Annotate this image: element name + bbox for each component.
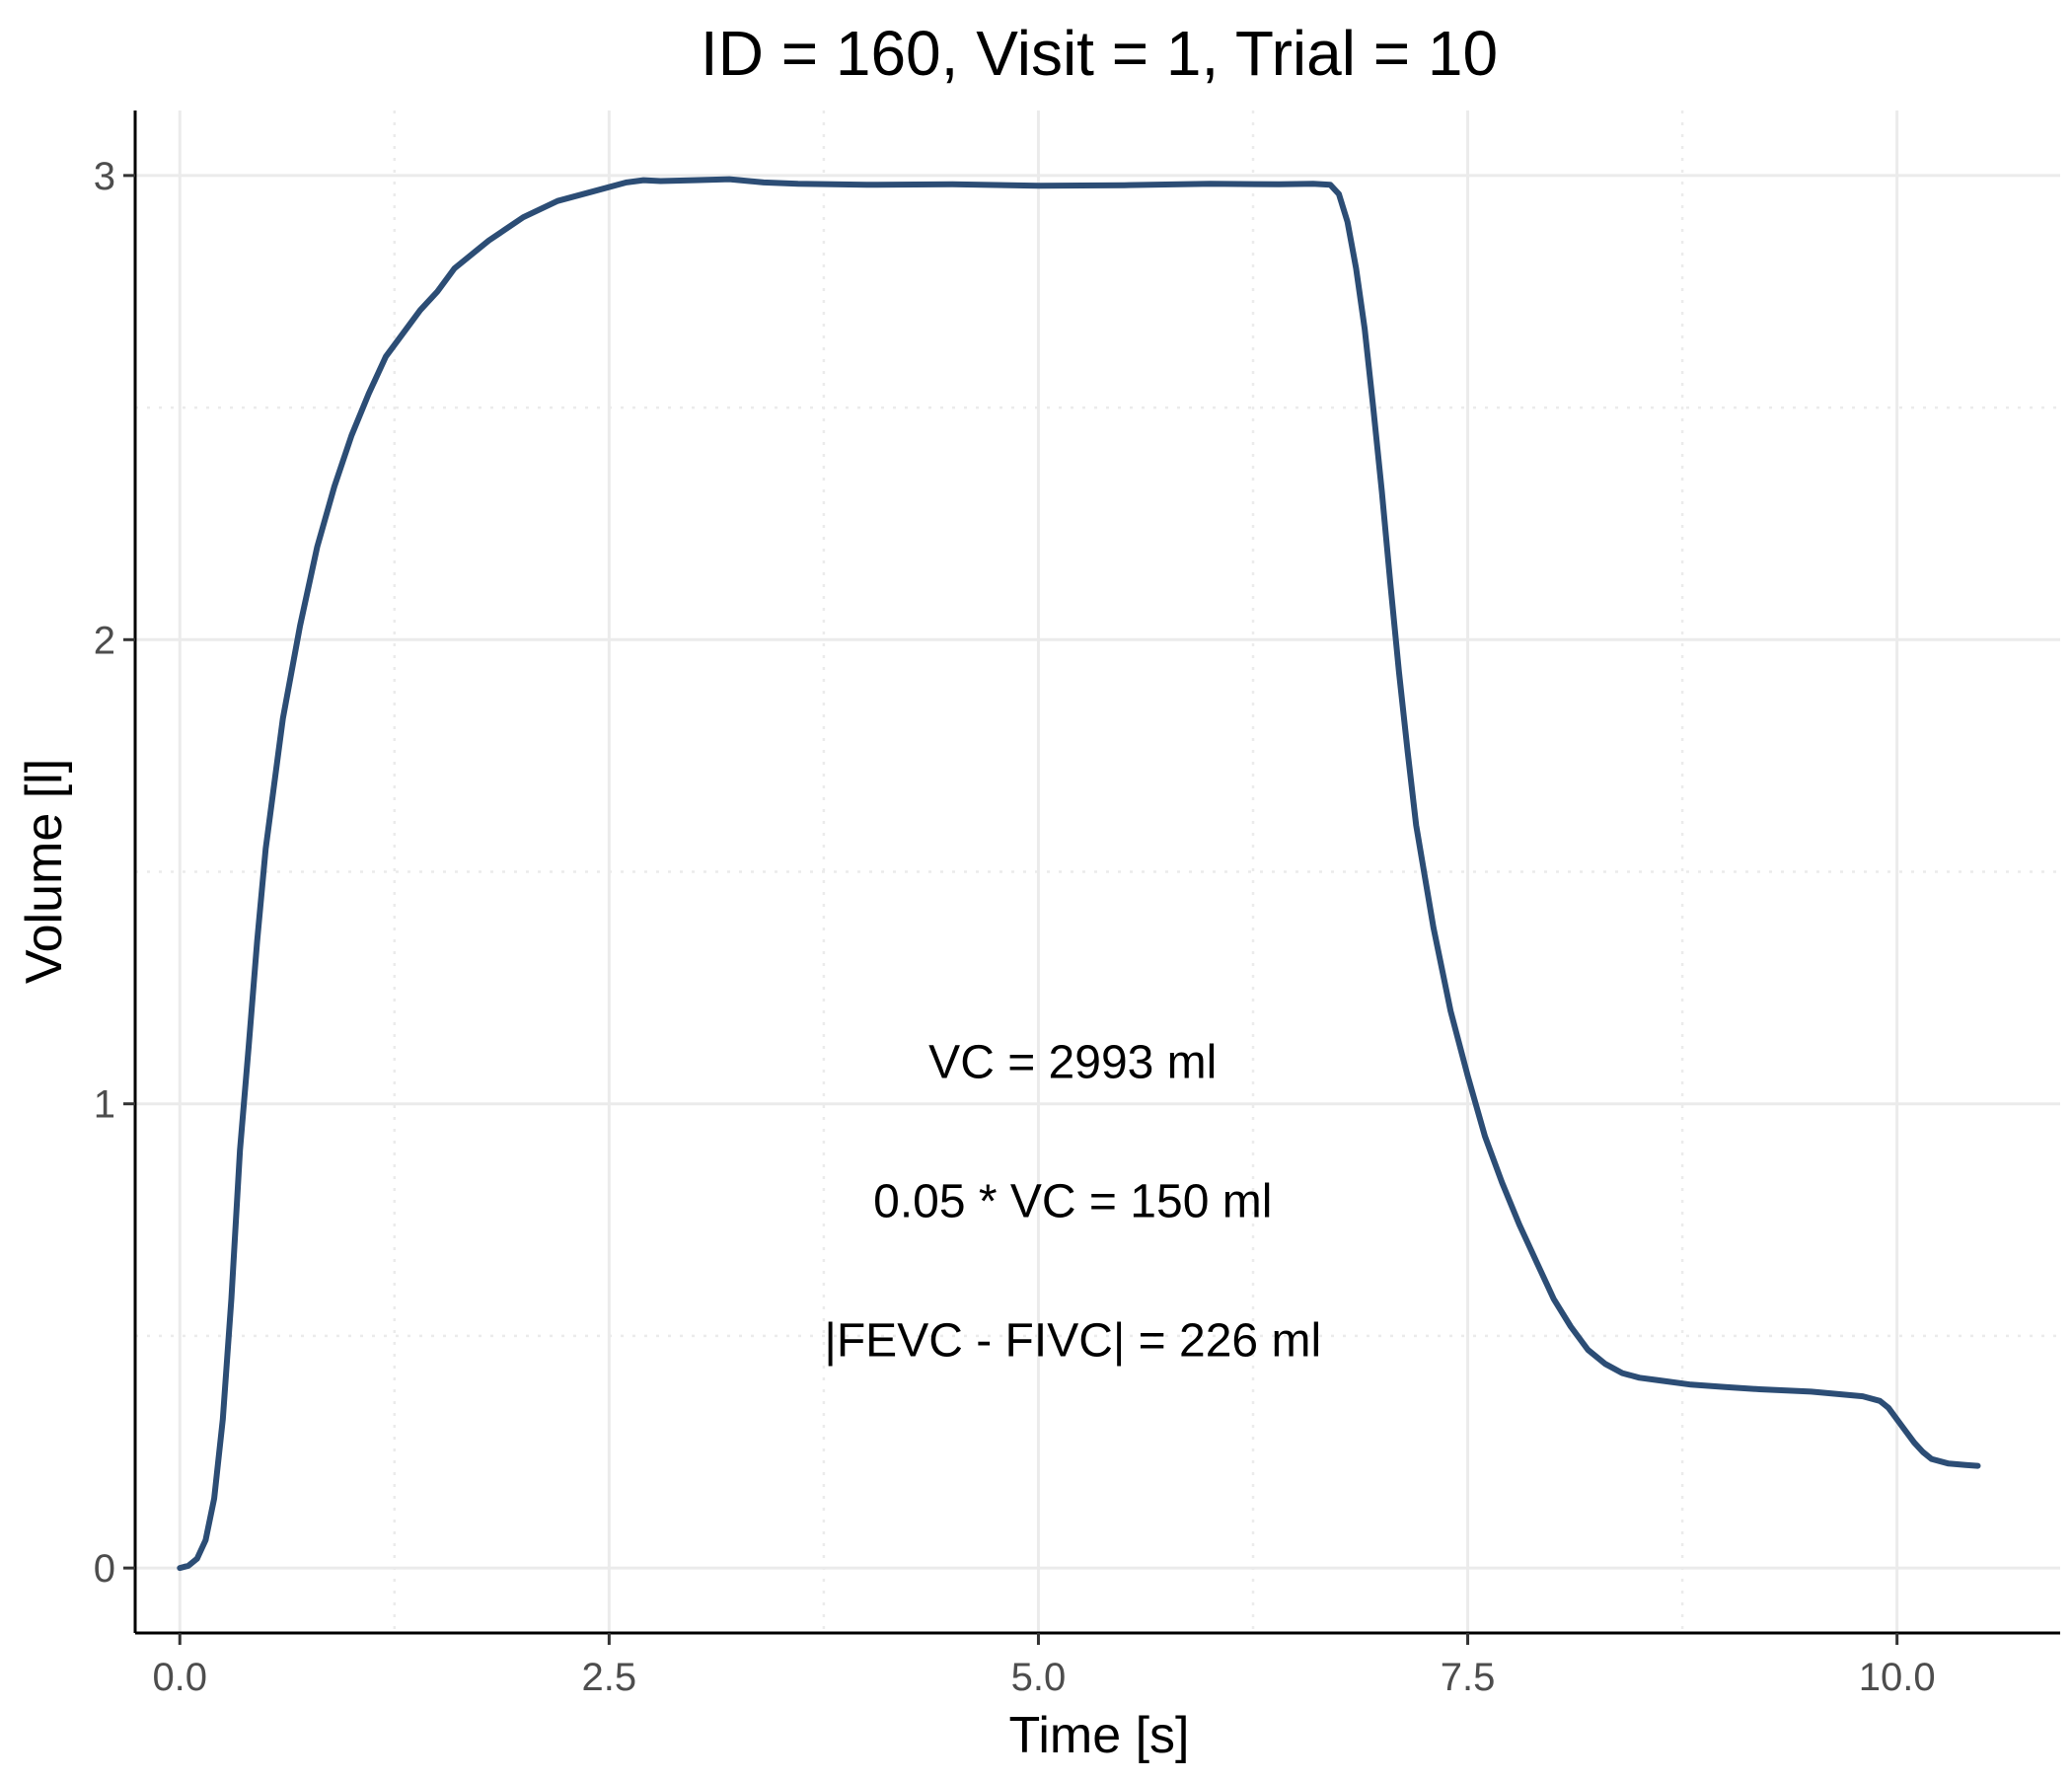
y-tick-label: 3 <box>94 155 115 198</box>
chart-title: ID = 160, Visit = 1, Trial = 10 <box>701 18 1498 89</box>
volume-time-curve <box>177 176 1981 1572</box>
axes <box>133 111 2060 1635</box>
y-tick-label: 1 <box>94 1083 115 1127</box>
annotation-text: 0.05 * VC = 150 ml <box>873 1176 1272 1228</box>
x-tick-label: 5.0 <box>1011 1656 1067 1699</box>
x-tick-label: 2.5 <box>582 1656 637 1699</box>
x-tick-label: 0.0 <box>152 1656 207 1699</box>
minor-gridlines <box>135 111 2060 1633</box>
x-axis-title: Time [s] <box>1009 1707 1190 1764</box>
x-tick-label: 7.5 <box>1441 1656 1496 1699</box>
annotation-text: |FEVC - FIVC| = 226 ml <box>824 1315 1321 1368</box>
annotation-text: VC = 2993 ml <box>928 1036 1217 1088</box>
y-tick-label: 0 <box>94 1547 115 1591</box>
data-layer <box>177 176 1981 1572</box>
ticks: 0.0 2.5 5.0 7.5 10.0 0 1 2 3 <box>94 155 1936 1699</box>
y-tick-label: 2 <box>94 619 115 662</box>
y-axis-title: Volume [l] <box>16 759 73 984</box>
major-gridlines <box>135 111 2060 1633</box>
annotations: VC = 2993 ml 0.05 * VC = 150 ml |FEVC - FI… <box>824 1036 1321 1367</box>
x-tick-label: 10.0 <box>1859 1656 1936 1699</box>
